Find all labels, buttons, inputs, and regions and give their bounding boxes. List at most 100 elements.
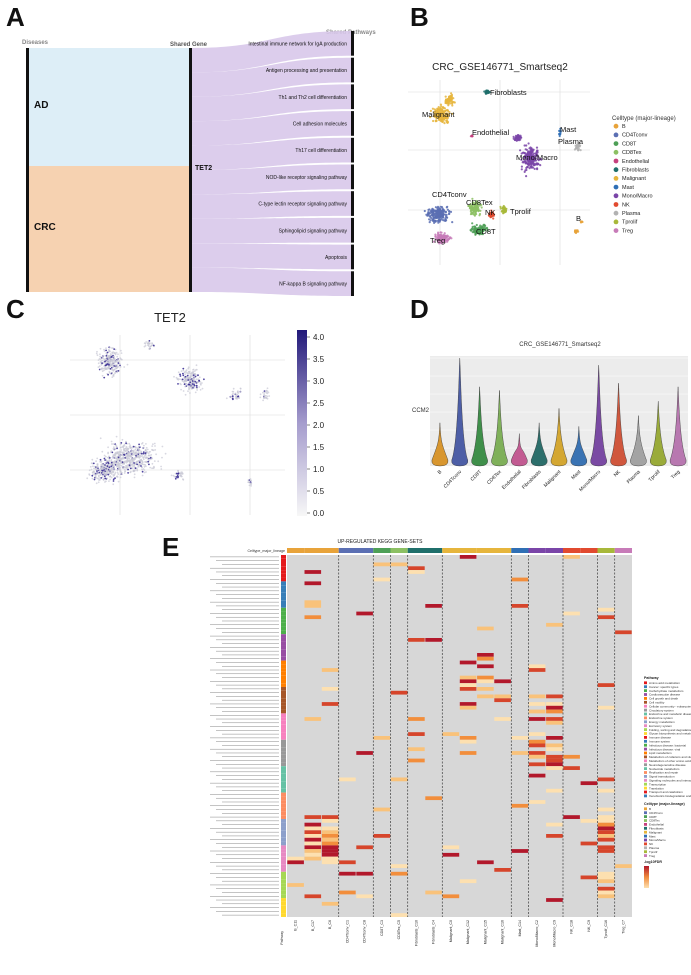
umap-c-point (248, 484, 251, 487)
umap-c-point (88, 473, 91, 475)
umap-c-point (104, 462, 107, 464)
umap-c-point (126, 363, 129, 366)
heatmap-header-cell-12 (494, 548, 512, 553)
umap-c-point (189, 372, 192, 375)
sankey-node-diseases (26, 48, 29, 292)
heatmap-cell (563, 555, 580, 559)
umap-b-point (439, 213, 442, 217)
umap-c-point (151, 445, 154, 447)
umap-c-point (107, 373, 109, 376)
umap-c-point (149, 345, 152, 348)
heatmap-cell (597, 607, 615, 612)
umap-c-point (143, 456, 146, 458)
heatmap-pathway-bar-cell (281, 803, 286, 808)
umap-b-point (535, 146, 539, 149)
umap-c-point (141, 468, 144, 471)
sankey-pathway-node-3 (351, 111, 354, 136)
umap-c-point (116, 355, 119, 358)
sankey-flow-8 (192, 243, 351, 270)
heatmap-cell (528, 754, 546, 759)
umap-c-point (96, 472, 99, 475)
umap-b-point (577, 149, 580, 152)
heatmap-cell (373, 807, 391, 812)
umap-c-point (179, 378, 181, 380)
heatmap-pathway-legend-swatch-0 (644, 681, 647, 685)
umap-c-point (123, 454, 126, 456)
violin-xlabel-5: Fibroblasts (521, 469, 543, 491)
umap-b-point (436, 110, 439, 113)
umap-b-point (526, 152, 529, 156)
umap-b-point (559, 127, 562, 130)
sankey-pathway-label-8: Apoptosis (325, 255, 347, 261)
umap-b-point (534, 157, 537, 160)
umap-b-legend-title: Celltype (major-lineage) (612, 116, 676, 122)
umap-b-point (480, 232, 483, 236)
umap-c-tick-label-1: 3.5 (313, 355, 325, 364)
heatmap-pathway-legend-label-21: Neurodegenerative disease (649, 763, 686, 767)
umap-c-point (145, 465, 147, 468)
sankey-pathway-node-7 (351, 217, 354, 243)
umap-c-point (99, 353, 101, 356)
violin-12 (669, 386, 687, 467)
umap-c-point (119, 443, 122, 446)
heatmap-pathway-bar-cell (281, 671, 286, 676)
umap-b-point (559, 130, 562, 133)
heatmap-cell (459, 555, 477, 559)
heatmap-cell (321, 702, 339, 706)
umap-b-point (535, 151, 538, 154)
umap-c-point (107, 360, 110, 363)
heatmap-cell (339, 860, 356, 865)
heatmap-col-label-8: Fibroblasts_C4 (432, 920, 436, 944)
sankey-label-gene: TET2 (195, 165, 212, 172)
umap-b-point (575, 230, 578, 234)
umap-b-point (427, 208, 430, 211)
heatmap-pathway-bar-cell (281, 558, 286, 563)
umap-b-point (499, 207, 502, 210)
umap-b-point (492, 214, 495, 217)
heatmap-pathway-legend-swatch-23 (644, 771, 647, 774)
heatmap-celltype-legend-swatch-3 (644, 819, 647, 822)
heatmap-cell (477, 679, 494, 684)
umap-b-point (429, 215, 432, 218)
sankey-pathway-label-1: Antigen processing and presentation (266, 68, 347, 74)
umap-b-point (446, 113, 449, 116)
umap-c-point (106, 363, 109, 365)
umap-b-point (526, 158, 529, 161)
heatmap-celltype-legend-label-6: Malignant (649, 830, 662, 834)
heatmap-pathway-legend-label-9: Endocrine system (649, 716, 673, 720)
heatmap-cell (408, 732, 425, 736)
umap-c-point (198, 376, 201, 379)
umap-c-point (132, 451, 135, 454)
umap-c-point (198, 386, 201, 388)
heatmap-pathway-bar-cell (281, 573, 286, 578)
violins (431, 357, 687, 467)
umap-c-point (127, 472, 129, 474)
umap-celltype-plot: CRC_GSE146771_Smartseq2 Fibroblasts Malig… (408, 62, 676, 265)
umap-c-point (130, 470, 132, 473)
umap-b-point (431, 214, 434, 217)
umap-c-point (110, 440, 113, 443)
umap-c-point (108, 455, 110, 458)
umap-b-point (523, 156, 526, 159)
heatmap-cell (528, 732, 546, 736)
heatmap-cell (546, 747, 563, 752)
umap-c-point (147, 344, 150, 346)
heatmap-cell (408, 758, 425, 763)
heatmap-cell (615, 864, 632, 868)
umap-c-point (92, 462, 95, 465)
heatmap-pathway-legend-label-20: Metabolism of other amino acids (649, 759, 691, 763)
umap-c-point (177, 472, 180, 475)
umap-b-point (445, 206, 448, 209)
umap-c-point (232, 398, 234, 401)
sankey-node-gene (189, 48, 192, 292)
umap-c-point (115, 452, 117, 455)
umap-c-point (194, 380, 197, 383)
umap-b-point (531, 166, 535, 169)
umap-b-point (521, 161, 524, 164)
umap-c-point (263, 391, 266, 394)
umap-c-point (191, 384, 194, 387)
umap-c-point (132, 445, 135, 448)
umap-b-point (532, 152, 535, 155)
umap-c-point (92, 471, 94, 474)
heatmap-col-label-13: Mast_C14 (518, 920, 522, 936)
